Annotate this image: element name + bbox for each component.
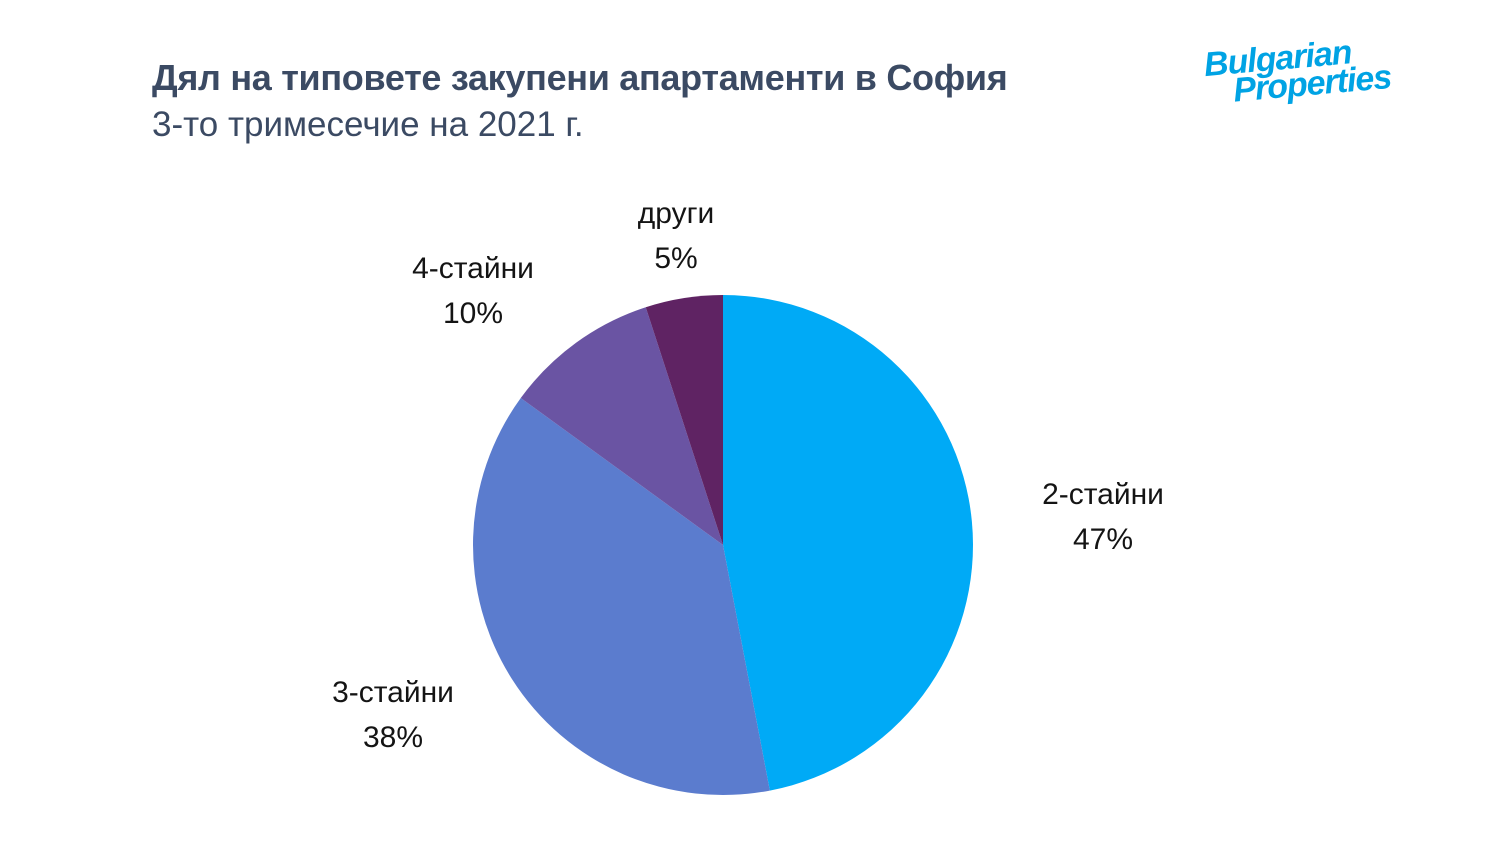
slice-name: други	[637, 197, 715, 230]
slice-percent: 38%	[362, 721, 424, 754]
slice-name: 3-стайни	[332, 676, 454, 709]
pie-slice-3-stayni	[473, 398, 770, 795]
slice-name: 4-стайни	[412, 252, 534, 285]
page-subtitle: 3-то тримесечие на 2021 г.	[152, 104, 584, 144]
slice-label-2-stayni: 2-стайни 47%	[1042, 472, 1164, 562]
pie-slice-4-stayni	[520, 307, 723, 545]
slice-name: 2-стайни	[1042, 478, 1164, 511]
slice-percent: 47%	[1072, 523, 1134, 556]
pie-slice-2-stayni	[723, 295, 973, 791]
logo-line2: Properties	[1231, 57, 1393, 110]
chart-header: Дял на типовете закупени апартаменти в С…	[152, 57, 1008, 144]
pie-slice-drugi	[645, 295, 723, 545]
slice-label-drugi: други 5%	[638, 191, 715, 281]
brand-logo: Bulgarian Properties	[1202, 33, 1393, 110]
page-title: Дял на типовете закупени апартаменти в С…	[152, 57, 1008, 98]
slice-percent: 10%	[442, 297, 504, 330]
slice-percent: 5%	[654, 242, 698, 275]
slice-label-3-stayni: 3-стайни 38%	[332, 670, 454, 760]
slice-label-4-stayni: 4-стайни 10%	[412, 246, 534, 336]
pie-chart	[473, 295, 973, 795]
